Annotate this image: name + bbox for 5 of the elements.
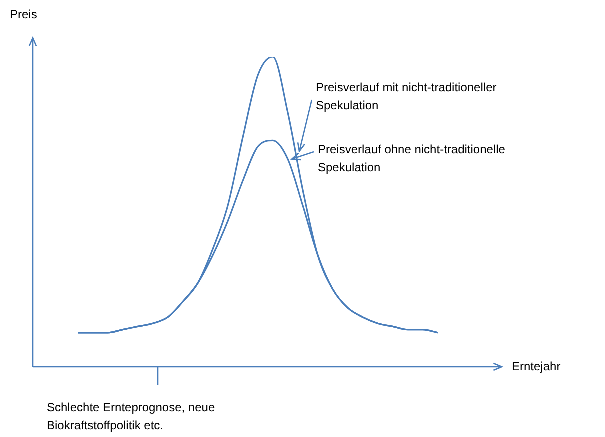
text: Preisverlauf mit nicht-traditioneller Spekulation	[316, 80, 497, 112]
y-axis-title: Preis	[10, 7, 38, 22]
legend-label: Preisverlauf ohne nicht-traditionelle Spekulation	[318, 142, 506, 174]
text: Schlechte Ernteprognose, neue Biokraftstoffpolitik etc.	[47, 400, 216, 432]
x-axis-title: Erntejahr	[512, 359, 561, 374]
